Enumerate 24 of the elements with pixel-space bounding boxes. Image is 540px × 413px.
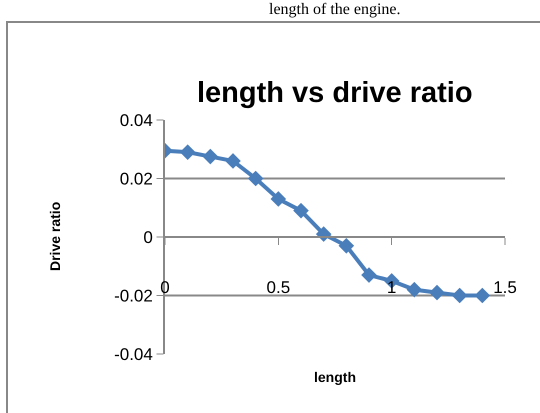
- y-tick-label: 0.02: [120, 169, 153, 188]
- point: [338, 238, 354, 254]
- x-axis-title: length: [314, 369, 356, 385]
- x-tick-label: 0: [160, 278, 170, 298]
- point: [180, 144, 196, 160]
- point: [270, 191, 286, 207]
- point: [248, 170, 264, 186]
- point: [361, 267, 377, 283]
- point: [225, 153, 241, 169]
- chart-title: length vs drive ratio: [197, 77, 473, 109]
- point: [474, 288, 490, 304]
- y-axis-title: Drive ratio: [47, 202, 63, 271]
- y-tick-label: -0.04: [114, 344, 153, 364]
- point: [293, 202, 309, 218]
- x-tick-label: 0.5: [266, 278, 290, 298]
- point: [202, 148, 218, 164]
- y-tick-label: 0: [143, 228, 153, 247]
- y-tick-label: 0.04: [120, 110, 153, 130]
- point: [452, 288, 468, 304]
- text: length of the engine.: [269, 1, 401, 18]
- x-tick-label: 1.5: [493, 278, 517, 298]
- point: [406, 282, 422, 298]
- y-tick-label: -0.02: [114, 286, 153, 306]
- point: [429, 284, 445, 300]
